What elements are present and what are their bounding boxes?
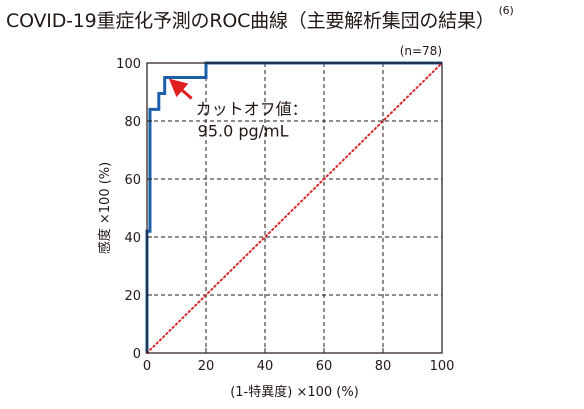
x-tick-label-100: 100 [430, 359, 455, 374]
series-layer [145, 61, 443, 354]
x-tick-label-0: 0 [143, 359, 151, 374]
y-tick-label-40: 40 [124, 231, 141, 246]
x-tick-label-40: 40 [257, 359, 274, 374]
plot-frame [146, 62, 443, 354]
x-tick-label-60: 60 [316, 359, 333, 374]
y-tick-label-80: 80 [124, 115, 141, 130]
y-tick-label-20: 20 [124, 289, 141, 304]
page-title: COVID-19重症化予測のROC曲線（主要解析集団の結果） (6) [6, 4, 514, 33]
x-axis-label: (1-特異度) ×100 (%) [230, 384, 359, 400]
sample-size-label: (n=78) [400, 44, 442, 58]
roc-curve-line [145, 61, 442, 353]
annotation-layer: カットオフ値： 95.0 pg/mL [168, 78, 308, 141]
x-tick-label-20: 20 [198, 359, 215, 374]
cutoff-arrow [168, 78, 193, 100]
title-text: COVID-19重症化予測のROC曲線（主要解析集団の結果） [6, 10, 495, 32]
tick-layer: 0 20 40 60 80 100 0 20 40 60 80 100 [116, 57, 454, 374]
y-axis-label: 感度 ×100 (%) [97, 162, 113, 254]
cutoff-value: 95.0 pg/mL [198, 122, 289, 141]
x-tick-label-80: 80 [375, 359, 392, 374]
cutoff-label: カットオフ値： [196, 100, 308, 119]
y-tick-label-60: 60 [124, 173, 141, 188]
title-reference: (6) [498, 4, 514, 17]
y-tick-label-100: 100 [116, 57, 141, 72]
grid-layer [147, 63, 442, 353]
frame-layer [146, 62, 443, 354]
reference-diagonal-line [146, 62, 443, 354]
y-tick-label-0: 0 [133, 347, 141, 362]
